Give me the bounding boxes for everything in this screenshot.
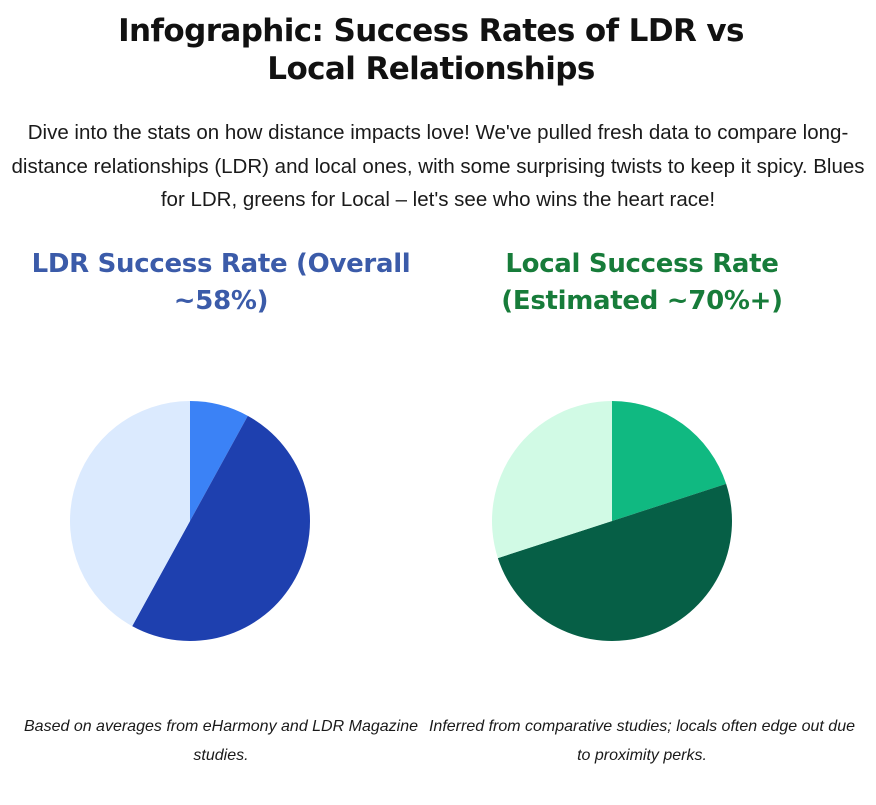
ldr-pie-slice-1 — [190, 401, 248, 521]
local-pie-slice-1 — [612, 401, 727, 521]
ldr-chart-heading: LDR Success Rate (Overall ~58%) — [31, 249, 411, 316]
local-chart-caption: Inferred from comparative studies; local… — [428, 718, 855, 764]
ldr-pie-slice-2 — [132, 415, 310, 641]
ldr-pie-slice-3 — [69, 401, 190, 627]
local-pie-slice-2 — [497, 483, 732, 641]
ldr-chart-caption: Based on averages from eHarmony and LDR … — [24, 718, 418, 764]
local-pie-slice-3 — [492, 401, 612, 559]
local-pie-chart — [492, 401, 732, 641]
local-chart-heading: Local Success Rate (Estimated ~70%+) — [501, 249, 783, 316]
intro-text: Dive into the stats on how distance impa… — [11, 121, 865, 211]
page-title: Infographic: Success Rates of LDR vs Loc… — [118, 13, 744, 87]
ldr-pie-chart — [69, 401, 310, 641]
